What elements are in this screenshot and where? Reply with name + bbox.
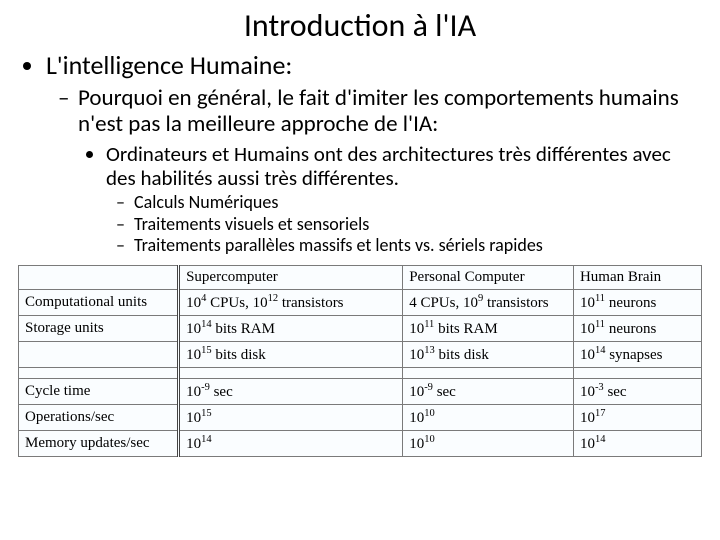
- table-gap-cell: [179, 367, 403, 378]
- bullet-lvl1: L'intelligence Humaine: Pourquoi en géné…: [46, 49, 702, 257]
- table-cell-brain: 1017: [573, 404, 701, 430]
- header-metric: [19, 265, 179, 289]
- table-cell-metric: Operations/sec: [19, 404, 179, 430]
- table-cell-pc: 10-9 sec: [403, 378, 574, 404]
- table-row: 1015 bits disk1013 bits disk1014 synapse…: [19, 341, 702, 367]
- table-cell-super: 10-9 sec: [179, 378, 403, 404]
- bullet-list-lvl4: Calculs Numériques Traitements visuels e…: [106, 192, 702, 257]
- table-cell-metric: [19, 341, 179, 367]
- table-cell-super: 104 CPUs, 1012 transistors: [179, 289, 403, 315]
- slide-title: Introduction à l'IA: [18, 6, 702, 45]
- table-cell-super: 1014: [179, 430, 403, 456]
- table-cell-brain: 1011 neurons: [573, 289, 701, 315]
- table-cell-super: 1015: [179, 404, 403, 430]
- table-cell-super: 1014 bits RAM: [179, 315, 403, 341]
- bullet-list-lvl1: L'intelligence Humaine: Pourquoi en géné…: [18, 49, 702, 257]
- table-cell-pc: 1010: [403, 430, 574, 456]
- table-gap-cell: [573, 367, 701, 378]
- table-cell-pc: 1013 bits disk: [403, 341, 574, 367]
- table-body: Computational units104 CPUs, 1012 transi…: [19, 289, 702, 456]
- table-cell-brain: 1014 synapses: [573, 341, 701, 367]
- bullet-lvl2: Pourquoi en général, le fait d'imiter le…: [78, 85, 702, 257]
- table-row: Storage units1014 bits RAM1011 bits RAM1…: [19, 315, 702, 341]
- comparison-table: Supercomputer Personal Computer Human Br…: [18, 265, 702, 457]
- table-cell-pc: 1010: [403, 404, 574, 430]
- bullet-lvl4-a: Calculs Numériques: [134, 192, 702, 214]
- bullet-lvl1-text: L'intelligence Humaine:: [46, 49, 292, 81]
- bullet-lvl2-text: Pourquoi en général, le fait d'imiter le…: [78, 84, 679, 138]
- table-cell-super: 1015 bits disk: [179, 341, 403, 367]
- table-row: [19, 367, 702, 378]
- table-gap-cell: [403, 367, 574, 378]
- table-cell-metric: Cycle time: [19, 378, 179, 404]
- header-pc: Personal Computer: [403, 265, 574, 289]
- table-cell-pc: 1011 bits RAM: [403, 315, 574, 341]
- comparison-table-wrap: Supercomputer Personal Computer Human Br…: [18, 265, 702, 457]
- table-cell-pc: 4 CPUs, 109 transistors: [403, 289, 574, 315]
- header-brain: Human Brain: [573, 265, 701, 289]
- bullet-lvl4-b: Traitements visuels et sensoriels: [134, 214, 702, 236]
- table-row: Computational units104 CPUs, 1012 transi…: [19, 289, 702, 315]
- header-supercomputer: Supercomputer: [179, 265, 403, 289]
- table-cell-brain: 10-3 sec: [573, 378, 701, 404]
- table-row: Operations/sec101510101017: [19, 404, 702, 430]
- table-cell-metric: Memory updates/sec: [19, 430, 179, 456]
- table-cell-brain: 1011 neurons: [573, 315, 701, 341]
- table-row: Cycle time10-9 sec10-9 sec10-3 sec: [19, 378, 702, 404]
- table-row: Memory updates/sec101410101014: [19, 430, 702, 456]
- bullet-list-lvl2: Pourquoi en général, le fait d'imiter le…: [46, 85, 702, 257]
- table-gap-cell: [19, 367, 179, 378]
- table-header: Supercomputer Personal Computer Human Br…: [19, 265, 702, 289]
- bullet-lvl3: Ordinateurs et Humains ont des architect…: [106, 142, 702, 257]
- table-header-row: Supercomputer Personal Computer Human Br…: [19, 265, 702, 289]
- slide: Introduction à l'IA L'intelligence Humai…: [0, 0, 720, 540]
- bullet-lvl4-c: Traitements parallèles massifs et lents …: [134, 235, 702, 257]
- bullet-lvl3-text: Ordinateurs et Humains ont des architect…: [106, 141, 671, 191]
- table-cell-metric: Storage units: [19, 315, 179, 341]
- table-cell-brain: 1014: [573, 430, 701, 456]
- table-cell-metric: Computational units: [19, 289, 179, 315]
- bullet-list-lvl3: Ordinateurs et Humains ont des architect…: [78, 142, 702, 257]
